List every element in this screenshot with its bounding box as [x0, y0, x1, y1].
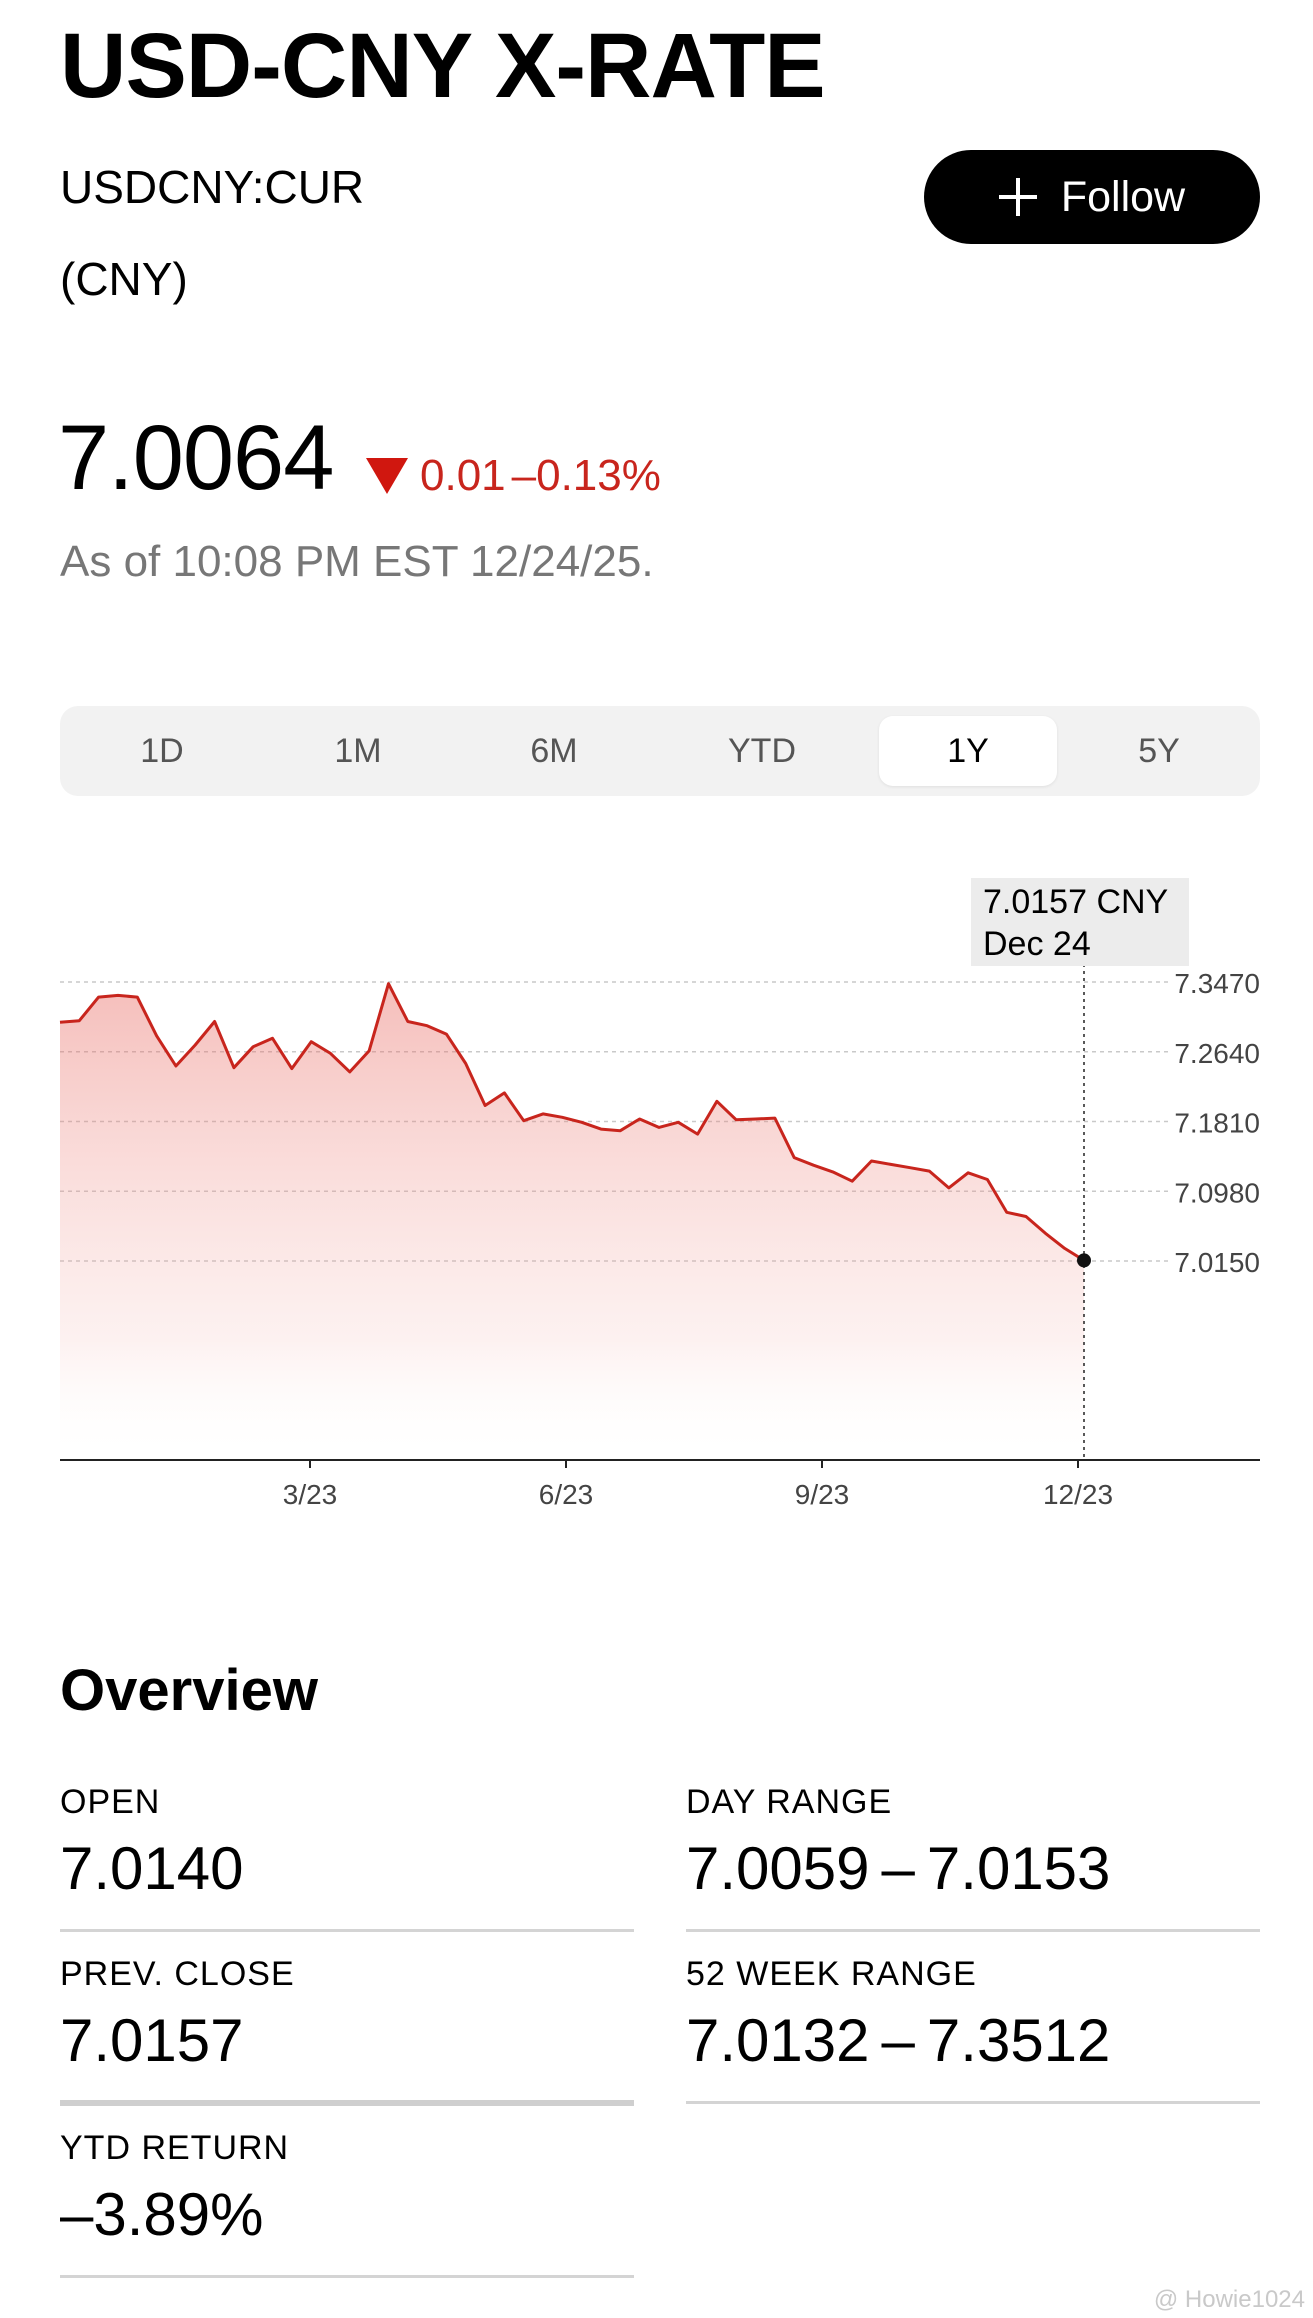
tab-1y[interactable]: 1Y — [879, 716, 1057, 786]
current-price: 7.0064 — [58, 407, 334, 509]
down-arrow-icon — [366, 458, 408, 494]
x-tick-label: 12/23 — [1043, 1479, 1113, 1510]
stat-value: 7.0132 – 7.3512 — [686, 2006, 1111, 2074]
stat-label: DAY RANGE — [686, 1783, 893, 1821]
stat-prev-close: PREV. CLOSE 7.0157 — [60, 1954, 634, 2106]
y-tick-label: 7.1810 — [1174, 1108, 1260, 1139]
page-title: USD-CNY X-RATE — [60, 15, 826, 117]
range-tabs: 1D 1M 6M YTD 1Y 5Y — [60, 706, 1260, 796]
ticker-symbol: USDCNY:CUR — [60, 161, 365, 213]
currency-unit: (CNY) — [60, 253, 188, 305]
price-line — [59, 982, 1085, 1262]
change-percent: –0.13% — [511, 451, 661, 500]
tab-1d[interactable]: 1D — [140, 731, 184, 770]
stat-ytd-return: YTD RETURN –3.89% — [60, 2128, 634, 2278]
price-area — [60, 983, 1084, 1460]
y-tick-label: 7.0980 — [1174, 1177, 1260, 1208]
price-change: 0.01 –0.13% — [366, 454, 661, 498]
x-tick-label: 9/23 — [795, 1479, 850, 1510]
stat-value: –3.89% — [60, 2180, 264, 2248]
tab-1m[interactable]: 1M — [334, 731, 382, 770]
plus-icon — [998, 178, 1037, 216]
tooltip-box — [971, 878, 1189, 966]
price-chart[interactable]: 7.3470 7.2640 7.1810 7.0980 7.0150 3/23 6/23 9… — [0, 860, 1313, 1540]
watermark: @ Howie1024 — [1153, 2286, 1305, 2313]
as-of-timestamp: As of 10:08 PM EST 12/24/25. — [60, 537, 654, 586]
tab-ytd[interactable]: YTD — [728, 731, 796, 770]
stat-open: OPEN 7.0140 — [60, 1782, 634, 1932]
follow-button[interactable]: Follow — [924, 150, 1260, 244]
stat-label: PREV. CLOSE — [60, 1955, 295, 1993]
tab-6m[interactable]: 6M — [530, 731, 578, 770]
stat-day-range: DAY RANGE 7.0059 – 7.0153 — [686, 1782, 1260, 1932]
follow-label: Follow — [1060, 172, 1186, 221]
tooltip-value: 7.0157 CNY — [983, 883, 1168, 921]
tooltip-date: Dec 24 — [983, 925, 1091, 963]
stat-value: 7.0140 — [60, 1834, 244, 1902]
y-tick-label: 7.0150 — [1174, 1247, 1260, 1278]
stat-value: 7.0059 – 7.0153 — [686, 1834, 1111, 1902]
data-point-marker — [1077, 1253, 1091, 1268]
stat-value: 7.0157 — [60, 2006, 244, 2074]
stat-52-week-range: 52 WEEK RANGE 7.0132 – 7.3512 — [686, 1954, 1260, 2104]
y-tick-label: 7.2640 — [1174, 1038, 1260, 1069]
y-tick-label: 7.3470 — [1174, 968, 1260, 999]
x-tick-label: 3/23 — [283, 1479, 338, 1510]
x-tick-label: 6/23 — [539, 1479, 594, 1510]
stat-label: 52 WEEK RANGE — [686, 1955, 977, 1993]
overview-heading: Overview — [60, 1658, 318, 1723]
stat-label: OPEN — [60, 1783, 161, 1821]
change-value: 0.01 — [420, 451, 506, 500]
tab-5y[interactable]: 5Y — [1138, 731, 1180, 770]
stat-label: YTD RETURN — [60, 2129, 290, 2167]
